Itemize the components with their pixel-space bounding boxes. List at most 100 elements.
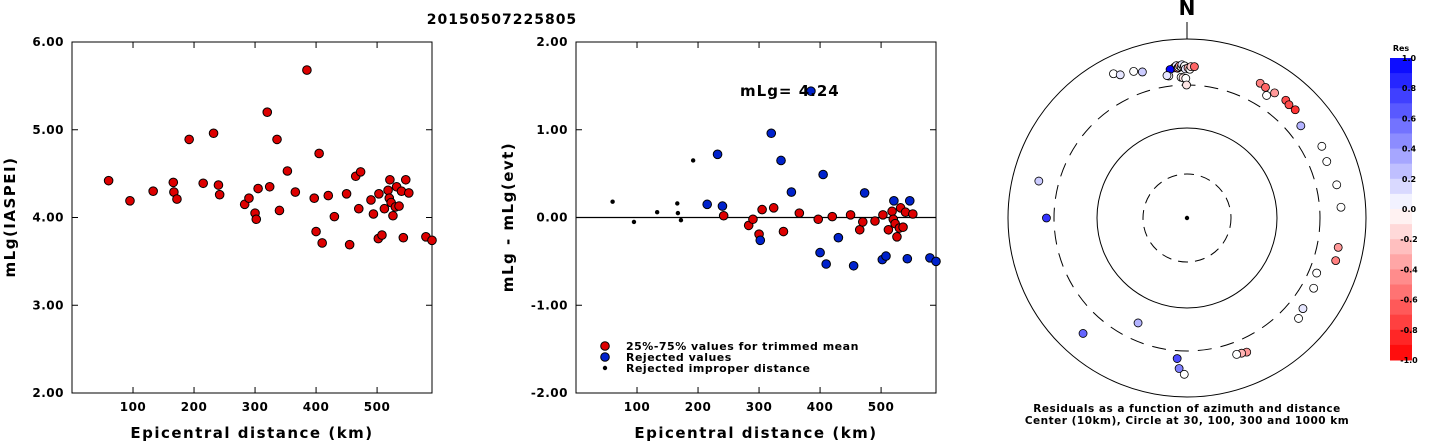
data-point: [168, 177, 179, 188]
colorbar-label: 0.8: [1402, 84, 1417, 93]
data-point: [148, 186, 158, 196]
colorbar-label: 0.2: [1402, 175, 1416, 184]
data-point: [274, 205, 285, 216]
data-point: [388, 210, 398, 221]
data-point: [766, 128, 777, 139]
colorbar-label: -0.2: [1400, 235, 1418, 244]
station-residual-point: [1294, 314, 1303, 323]
colorbar-title: Res: [1393, 44, 1410, 53]
y-axis-label: mLg(IASPEI): [1, 157, 19, 278]
colorbar-swatch: [1390, 254, 1412, 270]
data-point: [172, 194, 182, 204]
data-point: [827, 211, 838, 222]
data-point: [654, 210, 660, 215]
data-point: [813, 214, 824, 225]
data-point: [610, 199, 615, 204]
data-point: [768, 203, 779, 213]
station-residual-point: [1078, 329, 1088, 338]
y-tick-label: 2.00: [32, 386, 64, 400]
colorbar-swatch: [1390, 58, 1412, 74]
station-residual-point: [1284, 100, 1294, 110]
station-residual-point: [1174, 364, 1184, 373]
data-point: [748, 214, 758, 225]
data-point: [776, 155, 786, 166]
station-residual-point: [1336, 202, 1346, 212]
station-residual-point: [1182, 80, 1191, 90]
data-point: [383, 185, 393, 196]
y-tick-label: -2.00: [531, 386, 568, 400]
station-residual-point: [1129, 67, 1139, 76]
station-residual-point: [1312, 268, 1322, 278]
data-point: [870, 216, 880, 226]
data-point: [690, 158, 696, 163]
data-point: [717, 201, 728, 211]
data-point: [208, 128, 219, 139]
data-point: [213, 180, 224, 190]
data-point: [859, 188, 870, 198]
caption-line-1: Residuals as a function of azimuth and d…: [1033, 403, 1340, 415]
data-point: [755, 235, 766, 246]
colorbar-swatch: [1390, 163, 1412, 180]
colorbar-swatch: [1390, 299, 1412, 316]
x-tick-label: 300: [746, 400, 773, 414]
data-point: [631, 219, 637, 225]
y-tick-label: 1.00: [536, 123, 568, 137]
data-point: [311, 226, 321, 237]
data-point: [290, 187, 301, 197]
station-residual-point: [1261, 82, 1270, 92]
data-point: [908, 209, 918, 219]
data-point: [251, 214, 262, 225]
data-point: [898, 222, 908, 232]
x-tick-label: 500: [868, 400, 895, 414]
colorbar-swatch: [1390, 148, 1412, 165]
station-residual-point: [1232, 350, 1242, 359]
colorbar-swatch: [1390, 314, 1412, 331]
x-tick-label: 400: [807, 400, 834, 414]
legend-label: Rejected improper distance: [626, 362, 810, 375]
data-point: [427, 235, 437, 246]
colorbar-swatch: [1390, 224, 1412, 240]
colorbar-swatch: [1390, 103, 1412, 119]
legend-marker: [600, 341, 610, 351]
data-point: [931, 256, 941, 267]
data-point: [184, 134, 194, 145]
data-point: [398, 232, 409, 243]
data-point: [244, 193, 254, 203]
colorbar-label: 1.0: [1402, 54, 1417, 63]
data-point: [214, 189, 225, 200]
epicenter-marker: [1184, 215, 1190, 221]
data-point: [778, 226, 789, 237]
data-point: [678, 217, 684, 223]
data-point: [889, 196, 899, 206]
x-tick-label: 300: [242, 400, 269, 414]
station-residual-point: [1298, 304, 1308, 313]
colorbar-label: -0.4: [1400, 265, 1418, 274]
ring-30km: [1142, 173, 1232, 263]
colorbar-swatch: [1390, 209, 1412, 225]
station-residual-point: [1290, 105, 1300, 115]
magnitude-vs-distance-chart: 100 200 300 400 500 2.00 3.00 4.00 5.00 6.00 Epic…: [1, 35, 437, 441]
legend: 25%-75% values for trimmed meanRejected …: [600, 340, 858, 375]
data-point: [675, 201, 680, 206]
data-point: [103, 175, 114, 186]
station-residual-point: [1332, 180, 1342, 190]
data-point: [309, 193, 320, 203]
data-point: [854, 224, 865, 235]
data-point: [253, 183, 263, 194]
data-point: [821, 259, 831, 269]
data-point: [368, 209, 379, 219]
data-point: [887, 206, 897, 217]
station-residual-point: [1322, 157, 1332, 166]
colorbar-swatch: [1390, 239, 1412, 255]
data-point: [881, 251, 891, 261]
station-residual-point: [1333, 242, 1343, 252]
data-point: [675, 210, 681, 216]
station-residual-point: [1133, 318, 1143, 328]
station-residual-point: [1309, 283, 1319, 293]
colorbar-swatch: [1390, 88, 1412, 104]
data-point: [125, 196, 135, 206]
data-point: [718, 210, 729, 221]
data-point: [302, 65, 312, 75]
colorbar-label: 0.6: [1402, 114, 1417, 123]
residual-colorbar: Res 1.0 0.8 0.6 0.4 0.2 0.0 -0.2 -0.4 -0.6 -0.8 -1…: [1390, 44, 1418, 365]
